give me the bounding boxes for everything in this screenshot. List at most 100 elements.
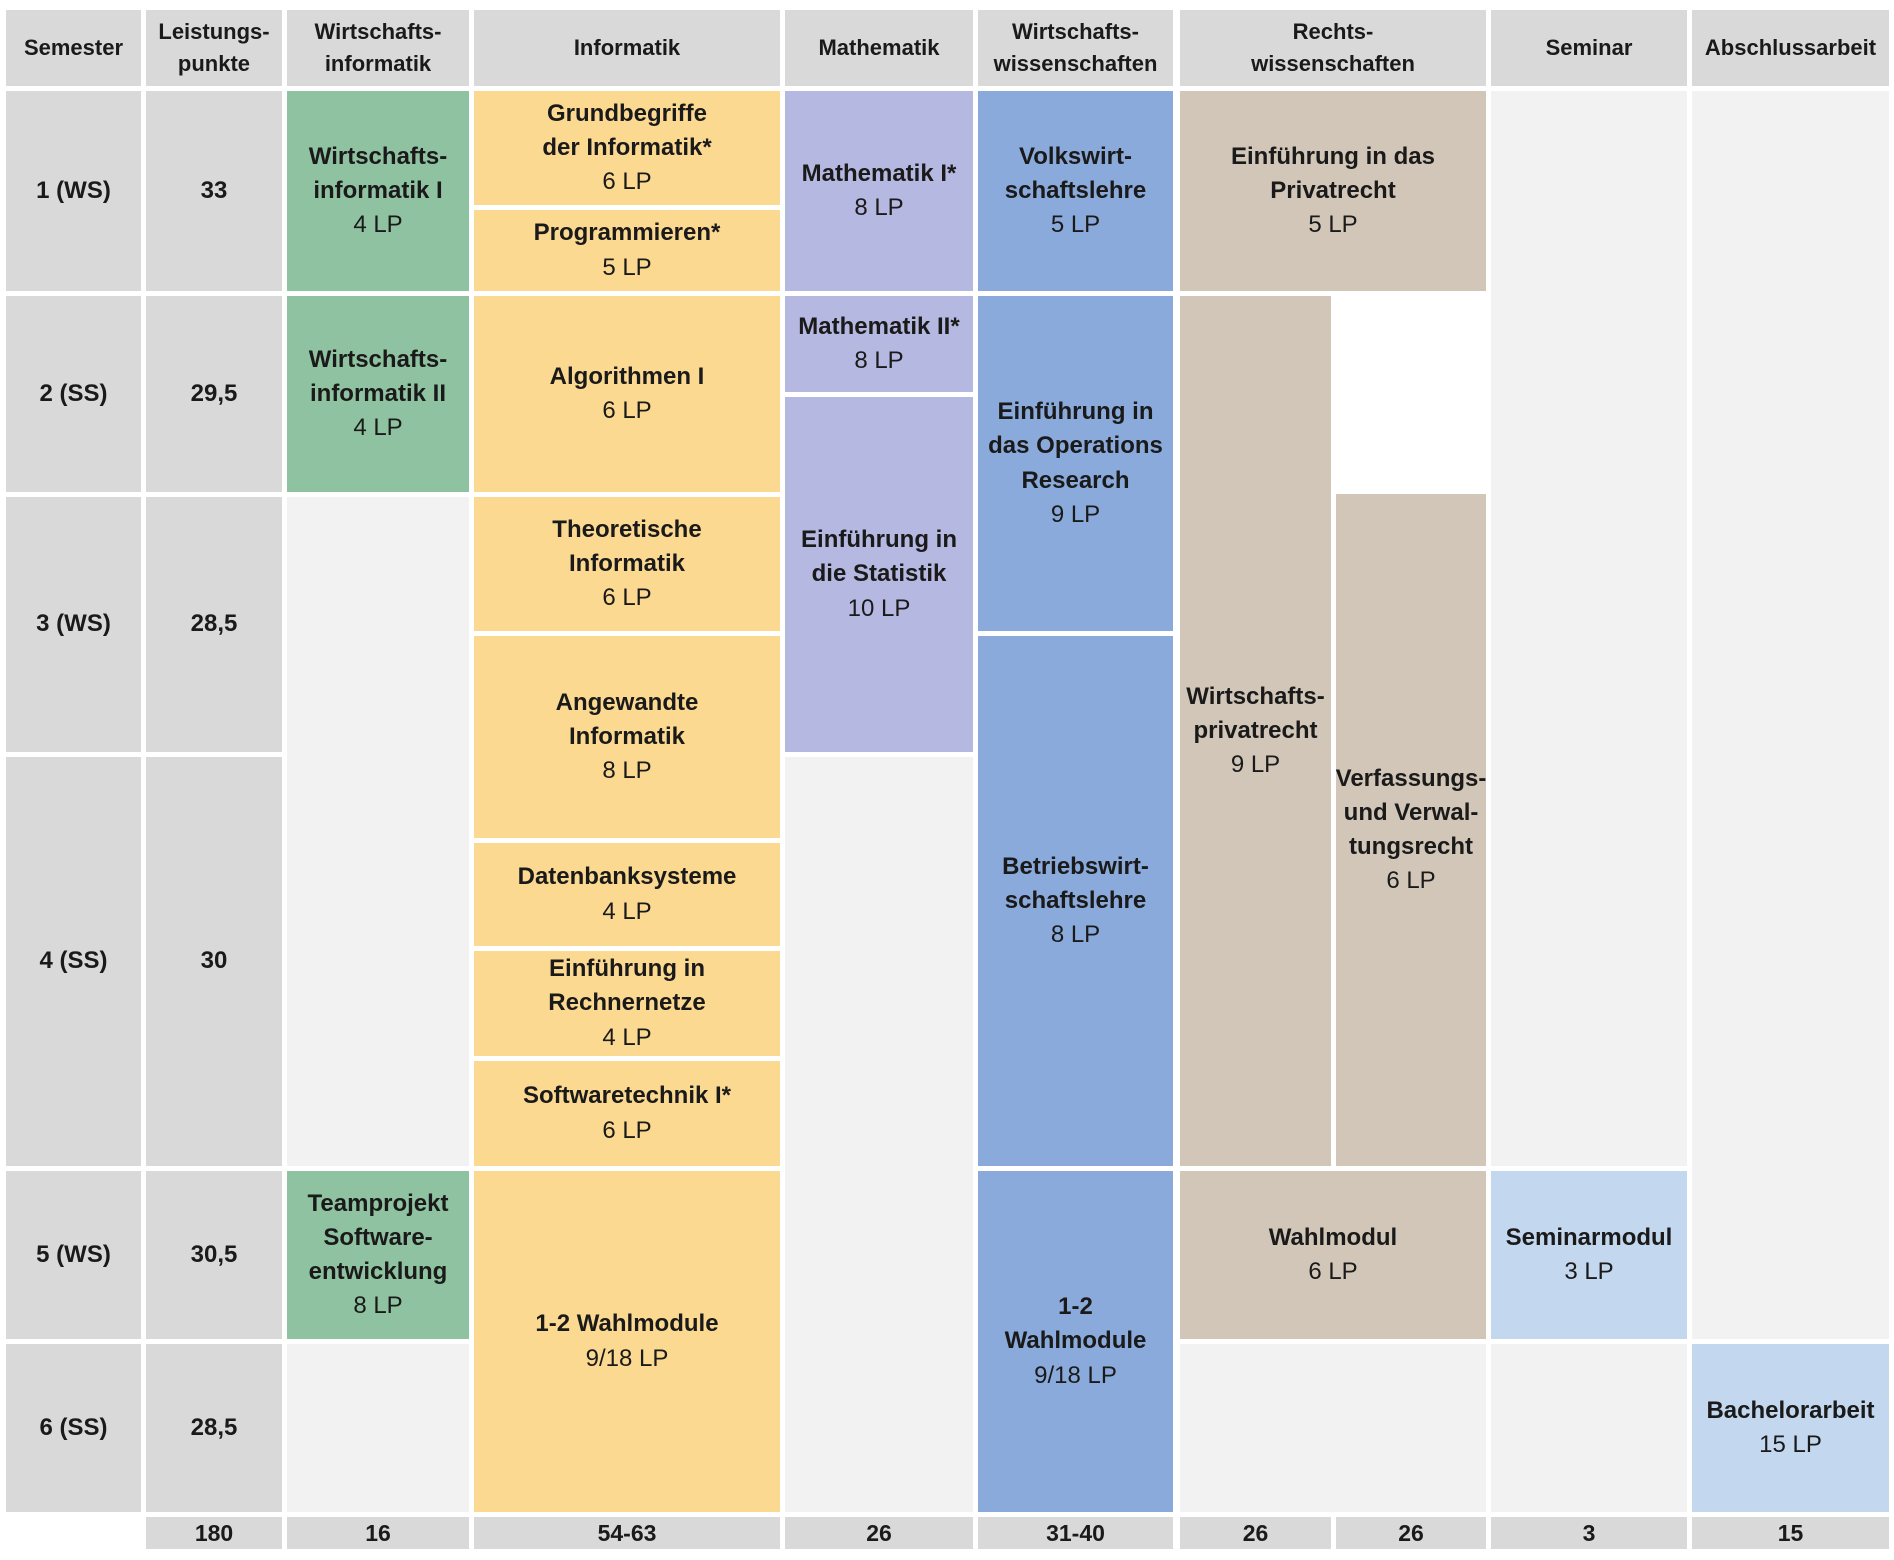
module-name: Verfassungs- und Verwal- tungsrecht <box>1335 764 1487 860</box>
module-points: 5 LP <box>1308 211 1358 239</box>
module-einfuehrung-privatrecht: Einführung in das Privatrecht 5 LP <box>1180 91 1486 291</box>
module-recht-wahlmodul: Wahlmodul 6 LP <box>1180 1171 1486 1339</box>
module-points: 9/18 LP <box>585 1344 669 1372</box>
module-name: Wirtschafts- informatik I <box>308 142 448 204</box>
module-wiwi-wahlmodule: 1-2 Wahlmodule 9/18 LP <box>978 1171 1173 1512</box>
module-name: Algorithmen I <box>549 362 705 390</box>
module-points: 4 LP <box>602 897 652 925</box>
module-mathematik-2: Mathematik II* 8 LP <box>785 296 973 392</box>
module-seminarmodul: Seminarmodul 3 LP <box>1491 1171 1687 1339</box>
module-statistik: Einführung in die Statistik 10 LP <box>785 397 973 752</box>
module-wirtschaftsinformatik-2: Wirtschafts- informatik II 4 LP <box>287 296 469 492</box>
module-mathematik-1: Mathematik I* 8 LP <box>785 91 973 291</box>
module-name: Einführung in das Operations Research <box>988 398 1163 494</box>
total-credits: 180 <box>146 1517 282 1549</box>
empty-cell <box>287 497 469 1166</box>
semester-label: 2 (SS) <box>6 296 141 492</box>
total-recht-a: 26 <box>1180 1517 1331 1549</box>
header-rechtswissenschaften: Rechts- wissenschaften <box>1180 10 1486 86</box>
module-name: Bachelorarbeit <box>1706 1396 1875 1424</box>
total-recht-b: 26 <box>1336 1517 1486 1549</box>
module-points: 6 LP <box>1308 1258 1358 1285</box>
module-name: Theoretische Informatik <box>552 515 702 577</box>
header-abschlussarbeit: Abschlussarbeit <box>1692 10 1889 86</box>
module-operations-research: Einführung in das Operations Research 9 … <box>978 296 1173 631</box>
module-name: Angewandte Informatik <box>555 688 699 750</box>
module-name: Wahlmodul <box>1268 1223 1398 1251</box>
module-name: Einführung in Rechnernetze <box>548 955 706 1017</box>
module-name: Betriebswirt- schaftslehre <box>1002 852 1149 914</box>
module-informatik-wahlmodule: 1-2 Wahlmodule 9/18 LP <box>474 1171 780 1512</box>
semester-credits: 28,5 <box>146 1344 282 1512</box>
empty-cell <box>1491 1344 1687 1512</box>
semester-label: 5 (WS) <box>6 1171 141 1339</box>
module-points: 8 LP <box>854 347 904 374</box>
module-name: Grundbegriffe der Informatik* <box>542 99 712 161</box>
semester-label: 3 (WS) <box>6 497 141 752</box>
module-points: 5 LP <box>1050 211 1101 239</box>
module-name: Volkswirt- schaftslehre <box>1004 142 1147 204</box>
total-wirtschaftsinformatik: 16 <box>287 1517 469 1549</box>
module-rechnernetze: Einführung in Rechnernetze 4 LP <box>474 951 780 1056</box>
header-informatik: Informatik <box>474 10 780 86</box>
module-points: 6 LP <box>1386 867 1436 895</box>
module-name: 1-2 Wahlmodule <box>1004 1293 1147 1355</box>
total-abschlussarbeit: 15 <box>1692 1517 1889 1549</box>
module-name: Programmieren* <box>533 219 721 247</box>
header-seminar: Seminar <box>1491 10 1687 86</box>
module-points: 9 LP <box>1230 751 1281 779</box>
total-seminar: 3 <box>1491 1517 1687 1549</box>
module-name: Einführung in das Privatrecht <box>1231 142 1435 204</box>
module-bachelorarbeit: Bachelorarbeit 15 LP <box>1692 1344 1889 1512</box>
header-semester: Semester <box>6 10 141 86</box>
semester-label: 6 (SS) <box>6 1344 141 1512</box>
module-name: Wirtschafts- informatik II <box>308 345 448 407</box>
semester-credits: 30,5 <box>146 1171 282 1339</box>
module-wirtschaftsinformatik-1: Wirtschafts- informatik I 4 LP <box>287 91 469 291</box>
module-name: Einführung in die Statistik <box>801 526 957 588</box>
module-points: 8 LP <box>353 1292 403 1320</box>
module-points: 10 LP <box>847 594 911 622</box>
total-mathematik: 26 <box>785 1517 973 1549</box>
empty-cell <box>1491 91 1687 1166</box>
semester-credits: 28,5 <box>146 497 282 752</box>
module-points: 15 LP <box>1759 1431 1822 1458</box>
empty-cell <box>1180 1344 1486 1512</box>
module-points: 4 LP <box>602 1023 652 1051</box>
semester-label: 1 (WS) <box>6 91 141 291</box>
semester-label: 4 (SS) <box>6 757 141 1166</box>
module-name: 1-2 Wahlmodule <box>535 1310 719 1338</box>
module-volkswirtschaftslehre: Volkswirt- schaftslehre 5 LP <box>978 91 1173 291</box>
semester-credits: 30 <box>146 757 282 1166</box>
module-wirtschaftsprivatrecht: Wirtschafts- privatrecht 9 LP <box>1180 296 1331 1166</box>
module-points: 6 LP <box>602 1116 652 1144</box>
module-points: 4 LP <box>353 414 403 442</box>
module-verfassungsrecht: Verfassungs- und Verwal- tungsrecht 6 LP <box>1336 494 1486 1166</box>
module-angewandte-informatik: Angewandte Informatik 8 LP <box>474 636 780 838</box>
module-points: 8 LP <box>854 194 904 221</box>
module-points: 9 LP <box>1050 500 1101 528</box>
module-programmieren: Programmieren* 5 LP <box>474 210 780 291</box>
module-grundbegriffe: Grundbegriffe der Informatik* 6 LP <box>474 91 780 205</box>
module-points: 4 LP <box>353 211 403 239</box>
header-wirtschaftswissenschaften: Wirtschafts- wissenschaften <box>978 10 1173 86</box>
empty-cell <box>287 1344 469 1512</box>
empty-cell <box>1692 91 1889 1339</box>
module-name: Teamprojekt Software- entwicklung <box>307 1189 449 1285</box>
module-points: 6 LP <box>602 168 652 196</box>
module-points: 8 LP <box>1050 921 1101 949</box>
module-points: 5 LP <box>602 253 652 281</box>
module-points: 3 LP <box>1564 1258 1614 1285</box>
module-points: 6 LP <box>602 584 652 612</box>
total-informatik: 54-63 <box>474 1517 780 1549</box>
module-betriebswirtschaftslehre: Betriebswirt- schaftslehre 8 LP <box>978 636 1173 1166</box>
empty-cell <box>785 757 973 1512</box>
module-datenbanksysteme: Datenbanksysteme 4 LP <box>474 843 780 946</box>
module-name: Softwaretechnik I* <box>522 1082 732 1110</box>
header-wirtschaftsinformatik: Wirtschafts- informatik <box>287 10 469 86</box>
module-name: Wirtschafts- privatrecht <box>1186 682 1325 744</box>
module-points: 9/18 LP <box>1034 1361 1117 1389</box>
module-name: Mathematik I* <box>801 159 957 187</box>
total-wirtschaftswissenschaften: 31-40 <box>978 1517 1173 1549</box>
